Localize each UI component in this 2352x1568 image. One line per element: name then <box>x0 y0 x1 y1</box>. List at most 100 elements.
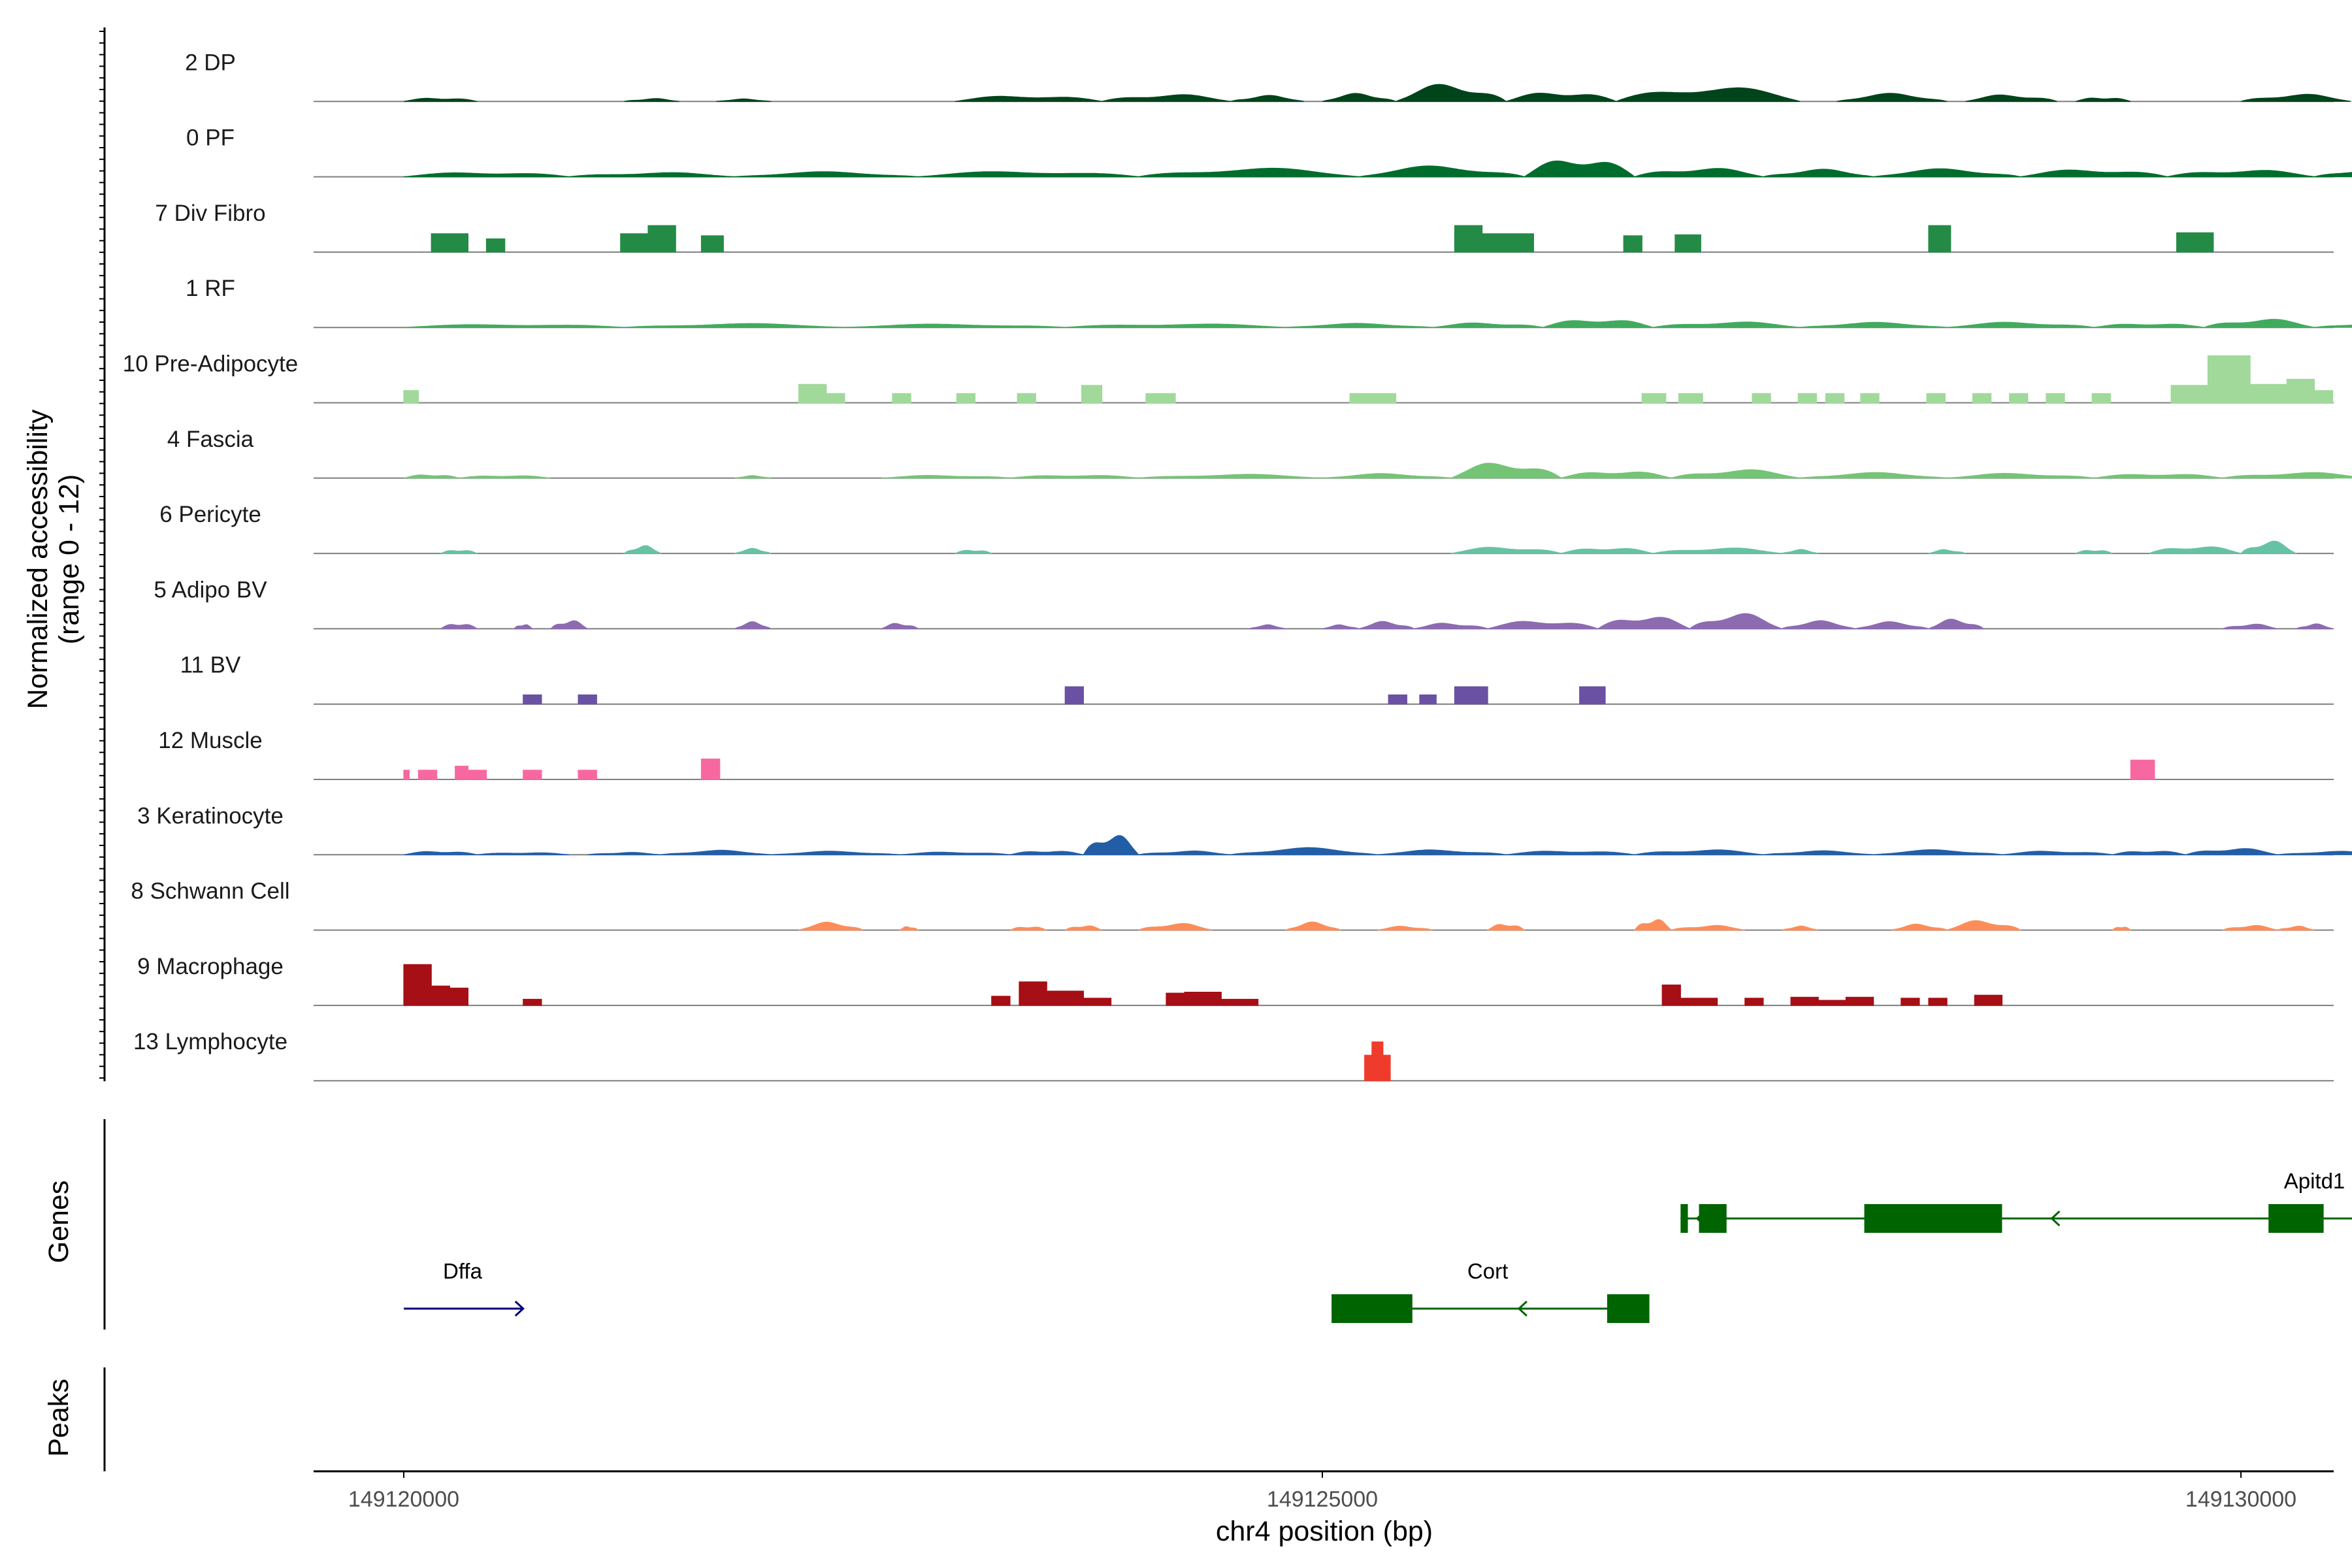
coverage-mark <box>1661 985 1681 1006</box>
coverage-mark <box>1371 1041 1384 1081</box>
coverage-mark <box>2075 97 2131 102</box>
coverage-mark <box>1396 84 1507 102</box>
gene-exon <box>1699 1204 1727 1233</box>
coverage-mark <box>1860 393 1880 404</box>
coverage-mark <box>771 851 900 855</box>
coverage-mark <box>403 390 419 404</box>
coverage-mark <box>2167 170 2315 178</box>
coverage-mark <box>1974 994 2002 1006</box>
coverage-mark <box>1616 87 1801 102</box>
track-label: 10 Pre-Adipocyte <box>123 351 298 377</box>
coverage-mark <box>2314 324 2352 328</box>
coverage-mark <box>2249 384 2287 404</box>
coverage-mark <box>1688 613 1782 629</box>
coverage-mark <box>2222 472 2352 479</box>
x-tick-label: 149130000 <box>2185 1487 2296 1512</box>
coverage-mark <box>2204 319 2315 328</box>
track-11-bv: 11 BV <box>180 653 2334 705</box>
coverage-mark <box>620 233 649 253</box>
coverage-mark <box>1364 1054 1373 1081</box>
coverage-mark <box>1825 393 1845 404</box>
coverage-mark <box>826 393 845 404</box>
coverage-mark <box>1230 95 1305 102</box>
coverage-mark <box>2170 385 2208 404</box>
coverage-mark <box>2130 759 2155 780</box>
coverage-mark <box>1145 393 1176 404</box>
coverage-mark <box>1855 621 1929 629</box>
coverage-mark <box>1634 168 1764 178</box>
coverage-mark <box>1800 321 1948 328</box>
coverage-mark <box>2046 393 2065 404</box>
coverage-mark <box>1891 923 1948 931</box>
track-7-div-fibro: 7 Div Fibro <box>155 201 2334 253</box>
coverage-mark <box>1285 323 1433 328</box>
coverage-mark <box>1926 393 1946 404</box>
coverage-mark <box>2278 851 2352 855</box>
coverage-mark <box>403 324 625 328</box>
track-label: 2 DP <box>185 50 236 75</box>
coverage-mark <box>734 475 772 479</box>
coverage-tracks: 2 DP 0 PF 7 Div Fibro 1 RF 10 Pre-Adipocyte 4… <box>123 50 2352 1082</box>
coverage-mark <box>403 97 478 102</box>
coverage-mark <box>1486 924 1526 931</box>
coverage-mark <box>1184 992 1222 1006</box>
coverage-mark <box>523 770 542 780</box>
gene-label: Dffa <box>443 1259 483 1283</box>
coverage-mark <box>1633 919 1673 931</box>
y-axis-title-line2: (range 0 - 12) <box>54 474 85 645</box>
coverage-mark <box>467 770 487 780</box>
coverage-mark <box>1946 920 2022 931</box>
coverage-mark <box>2240 93 2351 102</box>
coverage-mark <box>2240 540 2298 554</box>
track-label: 0 PF <box>186 125 235 151</box>
coverage-mark <box>1634 849 1763 855</box>
genes-panel-title: Genes <box>43 1181 74 1264</box>
coverage-mark <box>1781 549 1819 554</box>
coverage-mark <box>918 171 1139 178</box>
track-label: 5 Adipo BV <box>154 577 267 602</box>
coverage-mark <box>2075 549 2113 554</box>
track-4-fascia: 4 Fascia <box>167 427 2352 479</box>
track-label: 8 Schwann Cell <box>131 879 289 904</box>
coverage-mark <box>1797 393 1817 404</box>
coverage-mark <box>1972 393 1992 404</box>
coverage-mark <box>624 98 679 102</box>
coverage-mark <box>2176 232 2214 253</box>
coverage-mark <box>2002 851 2113 855</box>
gene-exon <box>1680 1204 1688 1233</box>
axes: 149120000 149125000 149130000 <box>99 27 2334 1512</box>
track-label: 11 BV <box>180 653 241 678</box>
coverage-mark <box>1653 547 1782 554</box>
coverage-mark <box>438 624 479 629</box>
coverage-mark <box>1623 235 1642 253</box>
coverage-mark <box>403 964 432 1006</box>
track-label: 3 Keratinocyte <box>137 803 284 828</box>
peaks-panel-title: Peaks <box>43 1379 74 1457</box>
track-1-rf: 1 RF <box>186 276 2352 329</box>
coverage-mark <box>1641 393 1667 404</box>
coverage-mark <box>1230 847 1378 855</box>
coverage-mark <box>1065 925 1102 931</box>
x-axis-title: chr4 position (bp) <box>1216 1516 1433 1547</box>
coverage-mark <box>1763 169 1874 178</box>
coverage-mark <box>549 620 589 629</box>
coverage-mark <box>798 921 864 931</box>
coverage-mark <box>403 474 459 479</box>
coverage-mark <box>1845 996 1874 1006</box>
coverage-mark <box>2286 378 2315 404</box>
coverage-mark <box>1138 923 1213 931</box>
coverage-mark <box>624 323 845 328</box>
coverage-mark <box>1377 926 1433 931</box>
coverage-mark <box>715 98 772 102</box>
coverage-mark <box>1744 998 1764 1006</box>
coverage-mark <box>1377 849 1507 855</box>
coverage-mark <box>1487 621 1599 629</box>
coverage-mark <box>1009 926 1047 931</box>
coverage-mark <box>513 624 534 629</box>
coverage-mark <box>1083 835 1140 855</box>
coverage-mark <box>1965 94 2057 102</box>
coverage-mark <box>417 770 438 780</box>
coverage-mark <box>1596 617 1690 629</box>
coverage-mark <box>1009 851 1084 855</box>
coverage-mark <box>523 998 542 1006</box>
